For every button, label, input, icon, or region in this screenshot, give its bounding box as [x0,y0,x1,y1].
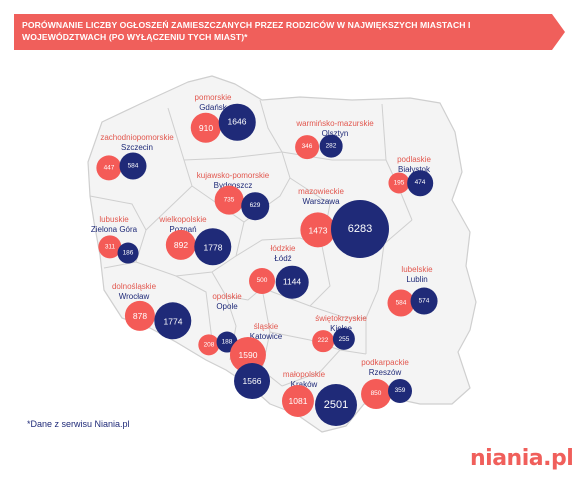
region-value-bubble: 892 [165,229,197,261]
voivodeship-border [183,151,283,161]
voivodeship-border [365,219,413,354]
region-value-bubble: 311 [98,235,122,259]
region-value-bubble: 208 [198,334,220,356]
voivodeship-name: podlaskie [397,155,431,164]
city-name: Szczecin [120,142,153,152]
city-name: Gdańsk [199,102,227,112]
city-value-bubble: 1646 [218,103,256,141]
city-value-bubble: 474 [407,170,433,196]
city-name: Białystok [397,164,430,174]
city-name: Bydgoszcz [213,180,253,190]
region-label: zachodniopomorskie Szczecin [100,133,173,152]
chart-title: PORÓWNANIE LICZBY OGŁOSZEŃ ZAMIESZCZANYC… [22,20,471,42]
region-value-bubble: 850 [361,379,391,409]
city-value-bubble: 255 [332,327,356,351]
region-value-bubble: 346 [295,135,319,159]
city-value-bubble: 282 [319,134,343,158]
region-label: pomorskie Gdańsk [195,93,232,112]
region-value-bubble: 447 [96,155,122,181]
region-value-bubble: 878 [124,300,156,332]
city-name: Wrocław [118,291,150,301]
voivodeship-name: lubelskie [401,265,433,274]
region-label: podkarpackie Rzeszów [361,358,409,377]
voivodeship-name: zachodniopomorskie [100,133,174,142]
city-name: Lublin [406,274,428,284]
region-label: dolnośląskie Wrocław [112,282,156,301]
voivodeship-name: warmińsko-mazurskie [296,119,374,128]
voivodeship-name: kujawsko-pomorskie [196,171,270,180]
region-label: łódzkie Łódź [271,244,296,263]
region-label: wielkopolskiePoznań [159,215,206,234]
region-value-bubble: 195 [388,172,410,194]
region-value-bubble: 910 [190,112,222,144]
region-value-bubble: 1081 [281,384,315,418]
city-name: Zielona Góra [90,224,138,234]
voivodeship-name: mazowieckie [298,187,344,196]
city-value-bubble: 1144 [275,265,309,299]
city-value-bubble: 1774 [154,302,192,340]
city-name: Łódź [274,253,292,263]
voivodeship-name: opolskie [212,292,242,301]
region-label: śląskie Katowice [250,322,282,341]
voivodeship-name: małopolskie [282,370,326,379]
city-name: Warszawa [302,196,340,206]
city-name: Poznań [159,225,206,235]
region-label: lubuskie Zielona Góra [91,215,137,234]
region-label: kujawsko-pomorskie Bydgoszcz [197,171,269,190]
city-value-bubble: 359 [388,379,412,403]
city-value-bubble: 1566 [234,363,270,399]
region-value-bubble: 584 [387,289,415,317]
region-value-bubble: 735 [214,185,244,215]
voivodeship-name: pomorskie [194,93,232,102]
city-value-bubble: 629 [241,192,269,220]
region-label: opolskie Opole [212,292,241,311]
voivodeship-border [261,287,283,387]
city-name: Kraków [290,379,318,389]
voivodeship-border [211,271,263,301]
voivodeship-name: podkarpackie [361,358,409,367]
region-value-bubble: 1473 [300,212,336,248]
city-value-bubble: 6283 [331,200,389,258]
region-label: lubelskie Lublin [401,265,432,284]
region-value-bubble: 500 [249,268,275,294]
city-name: Rzeszów [368,367,402,377]
voivodeship-name: śląskie [253,322,279,331]
source-note: *Dane z serwisu Niania.pl [27,419,130,429]
region-label: warmińsko-mazurskie Olsztyn [296,119,373,138]
region-label: podlaskie Białystok [397,155,431,174]
voivodeship-border [381,103,413,221]
voivodeship-name: lubuskie [99,215,129,224]
voivodeship-name: łódzkie [270,244,296,253]
city-value-bubble: 186 [117,242,139,264]
city-value-bubble: 1778 [194,228,232,266]
voivodeship-border [281,349,341,387]
region-label: mazowieckie Warszawa [298,187,344,206]
city-name: Katowice [249,331,283,341]
city-value-bubble: 574 [410,287,438,315]
region-value-bubble: 222 [312,330,334,352]
niania-logo: niania.pl [470,446,574,471]
city-value-bubble: 2501 [315,384,357,426]
city-name: Olsztyn [321,128,349,138]
voivodeship-name: wielkopolskie [159,215,207,224]
voivodeship-name: dolnośląskie [111,282,157,291]
region-label: małopolskie Kraków [283,370,325,389]
voivodeship-border [145,185,193,231]
title-banner: PORÓWNANIE LICZBY OGŁOSZEŃ ZAMIESZCZANYC… [14,14,565,50]
city-value-bubble: 584 [119,152,147,180]
voivodeship-name: świętokrzyskie [315,314,367,323]
city-name: Opole [216,301,238,311]
voivodeship-border [175,275,213,341]
